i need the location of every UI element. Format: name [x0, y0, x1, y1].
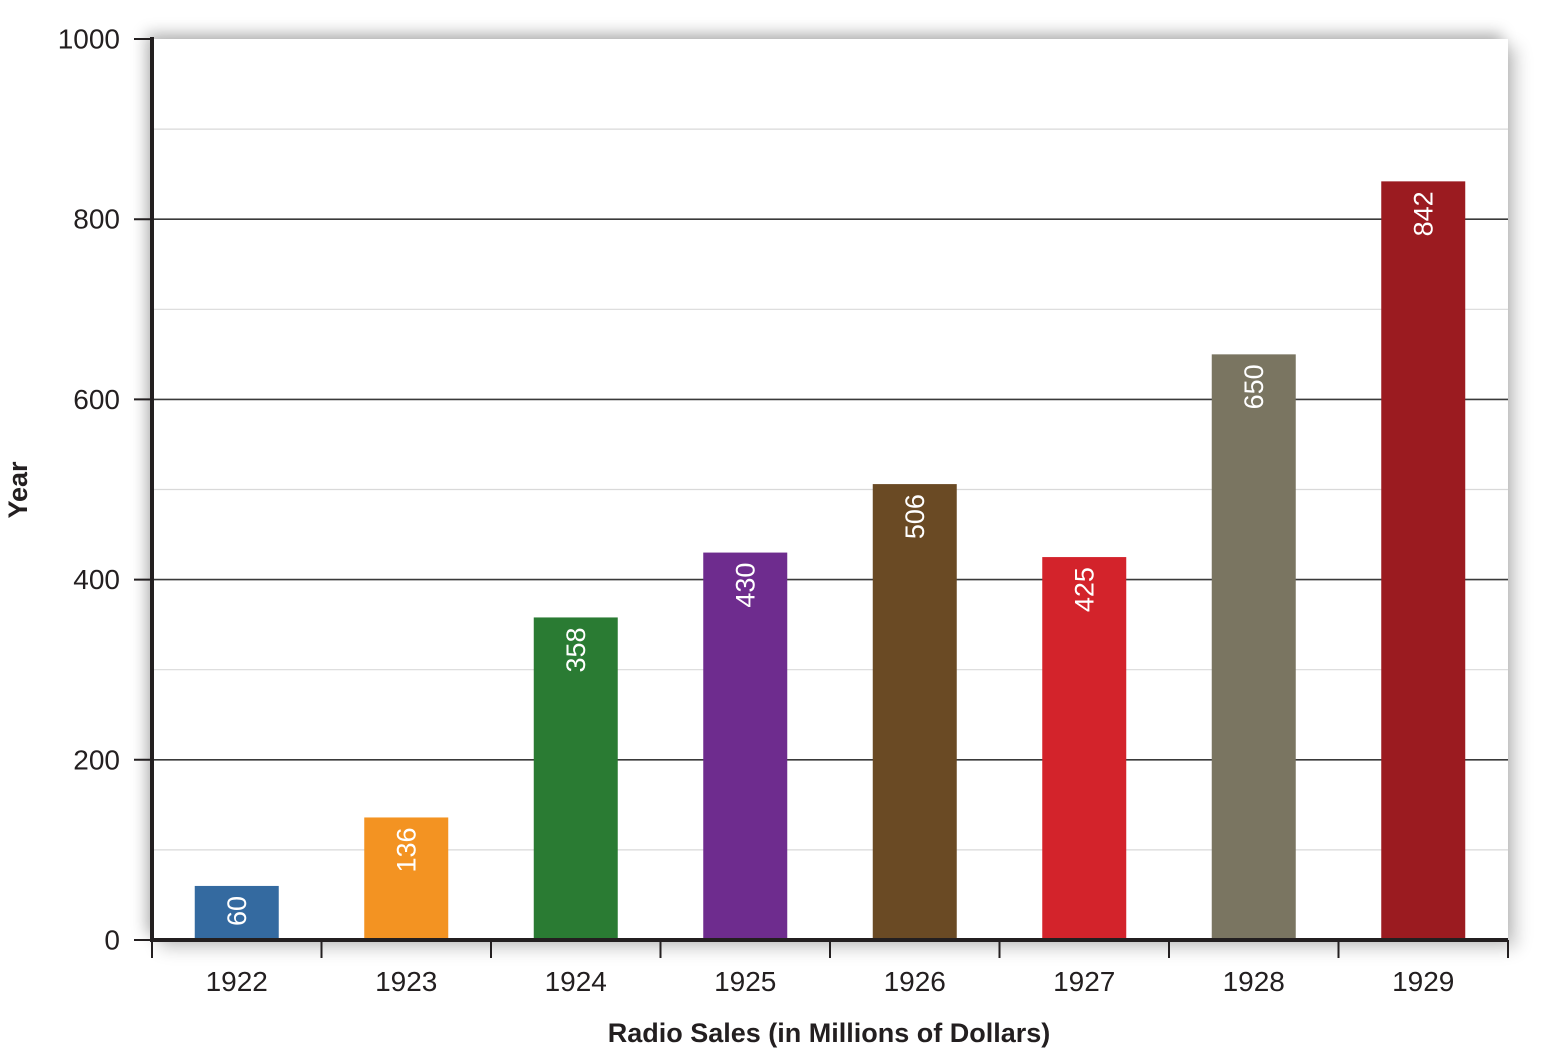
x-tick-label: 1924 — [545, 966, 607, 997]
bar-1922: 60 — [194, 885, 279, 940]
x-tick-label: 1925 — [714, 966, 776, 997]
bar-1927: 425 — [1042, 557, 1127, 940]
bar-value-label: 425 — [1069, 567, 1099, 612]
bar-1928: 650 — [1211, 354, 1296, 941]
x-tick-label: 1922 — [206, 966, 268, 997]
x-axis-ticks: 1922 1923 1924 1925 1926 1927 1928 1929 — [151, 940, 1509, 997]
bar-value-label: 650 — [1239, 364, 1269, 409]
bar-rect — [872, 484, 957, 940]
bar-1923: 136 — [364, 817, 449, 940]
bar-rect — [1381, 181, 1466, 940]
bar-rect — [194, 885, 279, 940]
bar-value-label: 60 — [222, 896, 252, 926]
bar-value-label: 358 — [561, 627, 591, 672]
y-tick-label: 200 — [73, 744, 120, 775]
gridlines — [152, 128, 1508, 851]
x-axis-title: Radio Sales (in Millions of Dollars) — [608, 1018, 1051, 1048]
bar-rect — [703, 552, 788, 940]
bar-1925: 430 — [703, 552, 788, 940]
bar-rect — [1042, 557, 1127, 940]
x-tick-label: 1929 — [1392, 966, 1454, 997]
y-tick-label: 600 — [73, 384, 120, 415]
x-tick-label: 1926 — [884, 966, 946, 997]
bar-1929: 842 — [1381, 181, 1466, 940]
y-tick-label: 400 — [73, 564, 120, 595]
bar-value-label: 136 — [391, 827, 421, 872]
y-axis-ticks: 0 200 400 600 800 1000 — [58, 24, 152, 956]
y-tick-label: 0 — [104, 925, 120, 956]
bar-rect — [533, 617, 618, 940]
bar-value-label: 842 — [1408, 191, 1438, 236]
y-axis-title: Year — [3, 461, 33, 519]
y-tick-label: 1000 — [58, 24, 120, 55]
bar-rect — [1211, 354, 1296, 941]
bar-value-label: 506 — [900, 494, 930, 539]
x-tick-label: 1923 — [375, 966, 437, 997]
bar-rect — [364, 817, 449, 940]
bar-1926: 506 — [872, 484, 957, 940]
x-tick-label: 1927 — [1053, 966, 1115, 997]
bar-1924: 358 — [533, 617, 618, 940]
x-tick-label: 1928 — [1223, 966, 1285, 997]
y-tick-label: 800 — [73, 204, 120, 235]
bars: 60 136 358 430 506 425 650 842 — [194, 181, 1466, 941]
bar-value-label: 430 — [730, 563, 760, 608]
